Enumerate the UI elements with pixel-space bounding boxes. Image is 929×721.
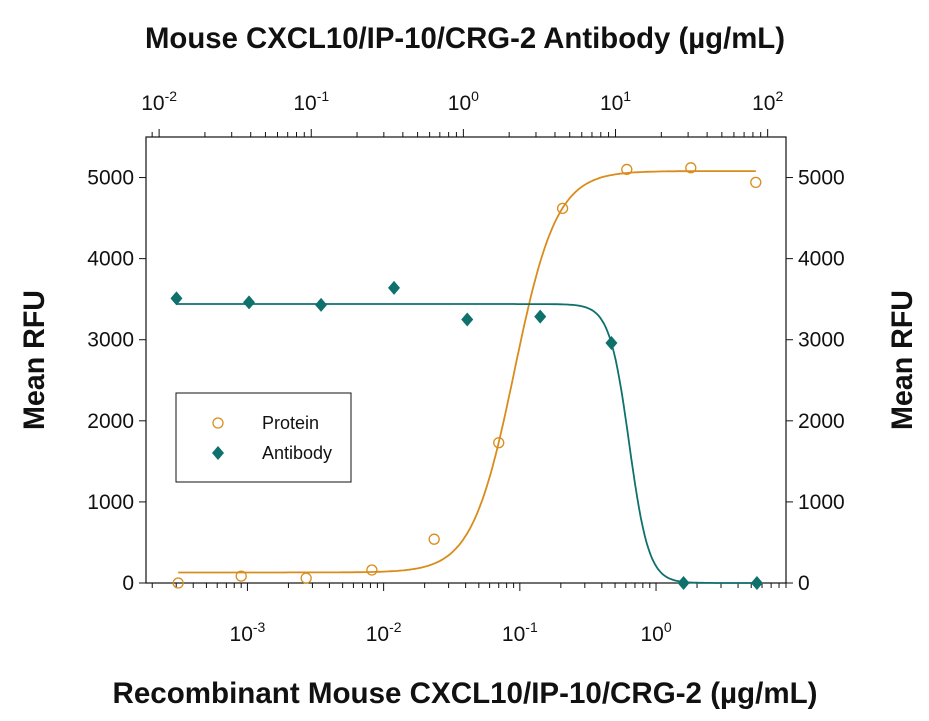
y-tick-label-right: 5000 xyxy=(798,167,845,190)
y-axis-label-left: Mean RFU xyxy=(18,290,51,430)
legend: Protein Antibody xyxy=(175,392,352,483)
y-tick-label-left: 4000 xyxy=(87,248,134,271)
antibody-fit-curve xyxy=(176,303,757,584)
y-tick-label-right: 0 xyxy=(798,572,810,595)
y-tick-label-right: 4000 xyxy=(798,248,845,271)
antibody-point xyxy=(315,297,328,312)
x-bottom-tick-label: 100 xyxy=(640,619,671,646)
x-bottom-tick-label: 10-3 xyxy=(230,619,266,646)
x-bottom-tick-label: 10-1 xyxy=(502,619,538,646)
protein-point xyxy=(366,564,378,576)
protein-point xyxy=(685,162,697,174)
protein-point xyxy=(300,572,312,584)
plot-frame xyxy=(145,136,787,584)
protein-point xyxy=(428,533,440,545)
antibody-point xyxy=(750,576,763,590)
x-top-tick-label: 102 xyxy=(752,88,783,115)
y-tick-label-left: 3000 xyxy=(87,329,134,352)
antibody-point xyxy=(677,576,690,590)
y-tick-label-left: 5000 xyxy=(87,167,134,190)
legend-label-protein: Protein xyxy=(262,413,319,433)
antibody-point xyxy=(534,309,547,324)
y-tick-label-left: 2000 xyxy=(87,410,134,433)
antibody-point xyxy=(170,291,183,306)
protein-point xyxy=(235,570,247,582)
y-tick-label-left: 1000 xyxy=(87,491,134,514)
legend-marker-antibody xyxy=(212,446,224,460)
antibody-point xyxy=(605,335,618,350)
y-tick-label-right: 1000 xyxy=(798,491,845,514)
protein-point xyxy=(172,577,184,589)
x-axis-label: Recombinant Mouse CXCL10/IP-10/CRG-2 (µg… xyxy=(113,677,818,710)
antibody-point xyxy=(388,280,401,295)
protein-fit-curve xyxy=(178,170,756,574)
legend-marker-protein xyxy=(212,417,224,429)
y-axis-label-right: Mean RFU xyxy=(886,290,919,430)
antibody-point xyxy=(461,312,474,327)
y-tick-label-right: 2000 xyxy=(798,410,845,433)
x-top-tick-label: 101 xyxy=(600,88,631,115)
protein-point xyxy=(750,176,762,189)
x-top-tick-label: 100 xyxy=(448,88,479,115)
antibody-point xyxy=(243,295,256,310)
y-tick-label-right: 3000 xyxy=(798,329,845,352)
protein-point xyxy=(493,437,505,449)
protein-point xyxy=(621,163,633,176)
x-top-tick-label: 10-2 xyxy=(141,88,177,115)
chart-title: Mouse CXCL10/IP-10/CRG-2 Antibody (µg/mL… xyxy=(145,22,785,55)
x-bottom-tick-label: 10-2 xyxy=(366,619,402,646)
x-top-tick-label: 10-1 xyxy=(293,88,329,115)
legend-box xyxy=(175,392,352,483)
legend-label-antibody: Antibody xyxy=(262,443,332,463)
protein-point xyxy=(556,202,569,215)
y-tick-label-left: 0 xyxy=(122,572,134,595)
